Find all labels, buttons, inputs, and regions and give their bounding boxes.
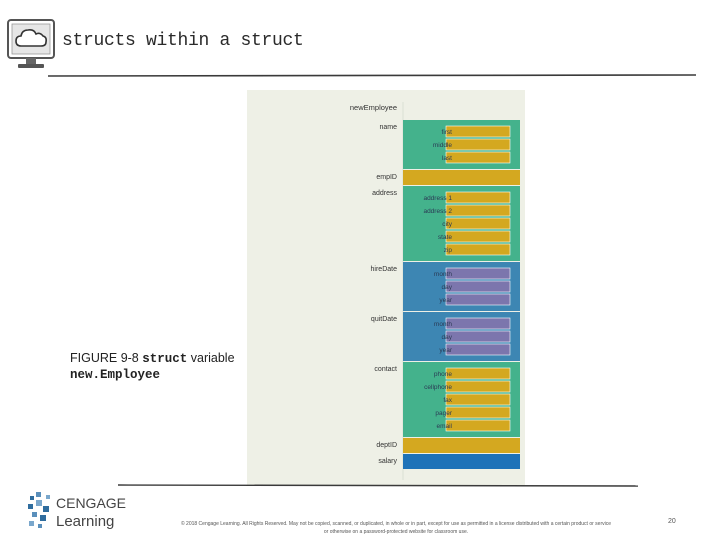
field-cell (445, 125, 511, 138)
field-cell (445, 419, 511, 432)
field-label: last (442, 155, 452, 162)
field-cell (445, 138, 511, 151)
brand-bottom: Learning (56, 513, 114, 530)
variable-label: newEmployee (350, 103, 397, 112)
footer-divider (118, 484, 638, 487)
caption-suffix: variable (190, 351, 235, 365)
copyright-line-1: © 2018 Cengage Learning. All Rights Rese… (180, 521, 612, 527)
field-label: fax (443, 397, 452, 404)
group-deptid (403, 438, 520, 453)
field-cell (445, 280, 511, 293)
caption-keyword: struct (142, 352, 188, 366)
field-label: month (434, 271, 452, 278)
copyright-notice: © 2018 Cengage Learning. All Rights Rese… (130, 520, 662, 536)
field-cell (445, 204, 511, 217)
member-label-empid: empID (376, 174, 397, 181)
cengage-logo: CENGAGE Learning (28, 492, 126, 530)
field-label: month (434, 321, 452, 328)
field-label: day (442, 334, 453, 341)
field-cell (445, 330, 511, 343)
field-label: middle (433, 142, 453, 149)
cloud-monitor-icon (7, 19, 55, 68)
cengage-mark-icon (28, 492, 50, 528)
slide-title: structs within a struct (62, 31, 304, 51)
field-label: state (438, 234, 452, 241)
field-cell (445, 267, 511, 280)
field-cell (445, 380, 511, 393)
member-label-deptid: deptID (376, 442, 397, 449)
field-cell (445, 367, 511, 380)
group-salary (403, 454, 520, 469)
member-label-salary: salary (378, 458, 397, 465)
field-label: address 1 (423, 195, 452, 202)
field-label: city (442, 221, 453, 228)
field-cell (445, 230, 511, 243)
field-label: address 2 (423, 208, 452, 215)
field-label: year (439, 347, 452, 354)
field-cell (445, 406, 511, 419)
field-label: email (436, 423, 452, 430)
field-cell (445, 343, 511, 356)
field-label: pager (435, 410, 452, 417)
brand-top: CENGAGE (56, 495, 126, 511)
diagram-rows: name first middle last empID address address 1… (371, 120, 520, 469)
page-number: 20 (668, 518, 676, 525)
field-label: year (439, 297, 452, 304)
field-label: phone (434, 371, 452, 378)
field-cell (445, 217, 511, 230)
member-label-contact: contact (374, 366, 397, 373)
field-cell (445, 393, 511, 406)
field-label: first (442, 129, 453, 136)
field-label: day (442, 284, 453, 291)
caption-variable-name: new.Employee (70, 368, 161, 382)
member-label-quitdate: quitDate (371, 316, 397, 323)
member-label-name: name (379, 124, 397, 131)
field-cell (445, 317, 511, 330)
field-cell (445, 293, 511, 306)
member-label-address: address (372, 190, 397, 197)
title-divider (48, 74, 696, 77)
figure-caption: FIGURE 9-8 struct variable (70, 351, 235, 366)
copyright-line-2: or otherwise on a password-protected web… (323, 529, 469, 535)
field-cell (445, 191, 511, 204)
field-label: zip (444, 247, 453, 254)
field-label: cellphone (424, 384, 452, 391)
field-cell (445, 151, 511, 164)
member-label-hiredate: hireDate (371, 266, 398, 273)
struct-diagram: newEmployee name first middle last empID addr… (247, 90, 525, 485)
caption-figure-label: FIGURE 9-8 (70, 351, 139, 365)
field-cell (445, 243, 511, 256)
group-empid (403, 170, 520, 185)
